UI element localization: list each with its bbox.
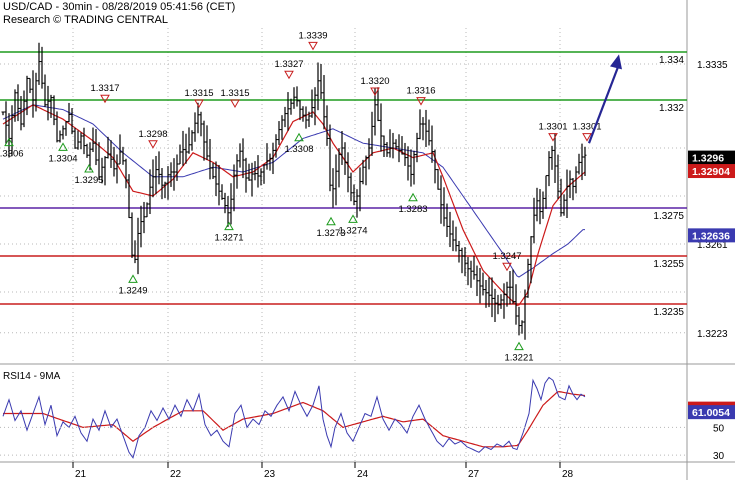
time-tick-label: 27 <box>468 469 480 480</box>
rsi-line <box>2 376 586 459</box>
trough-marker <box>514 341 524 351</box>
peak-label: 1.3301 <box>538 122 567 133</box>
time-tick-label: 24 <box>357 469 369 480</box>
price-badge-label: 1.32636 <box>692 230 730 242</box>
rsi-title: RSI14 - 9MA <box>3 371 61 382</box>
pivot-label: 1.3275 <box>653 211 684 222</box>
peak-label: 1.3327 <box>274 59 303 70</box>
time-tick-label: 23 <box>264 469 276 480</box>
peak-label: 1.3339 <box>298 30 327 41</box>
projection-arrow-shaft <box>587 64 621 144</box>
peak-label: 1.3247 <box>492 251 521 262</box>
peak-label: 1.3315 <box>184 88 213 99</box>
peak-label: 1.3298 <box>138 129 167 140</box>
trough-marker <box>294 132 304 142</box>
peak-marker <box>284 70 294 80</box>
trough-label: 1.3273 <box>316 228 345 239</box>
peak-marker <box>370 87 380 97</box>
peak-marker <box>148 140 158 149</box>
price-badge-label: 1.32904 <box>692 166 730 178</box>
trough-label: 1.3308 <box>284 144 313 155</box>
time-tick-label: 28 <box>562 469 574 480</box>
time-tick-label: 21 <box>75 469 87 480</box>
trough-label: 1.3249 <box>118 285 147 296</box>
time-tick-label: 22 <box>170 469 182 480</box>
trough-label: 1.3271 <box>214 233 243 244</box>
peak-marker <box>416 97 426 106</box>
price-badge <box>688 228 735 243</box>
trough-label: 1.3295 <box>74 175 103 186</box>
trough-marker <box>408 192 418 202</box>
trough-marker <box>348 214 358 223</box>
support-label: 1.3255 <box>653 259 684 270</box>
trough-label: 1.3306 <box>0 149 24 160</box>
chart-title: USD/CAD - 30min - 08/28/2019 05:41:56 (C… <box>3 1 236 13</box>
trough-label: 1.3221 <box>504 353 533 364</box>
price-tick-label: 1.3335 <box>697 60 728 71</box>
annotations: 1.3339 1.3327 1.3320 1.3317 1.3315 1.3315 1.33… <box>0 30 602 363</box>
slow-moving-average <box>2 104 585 278</box>
peak-marker <box>502 262 512 272</box>
price-badge <box>688 164 735 179</box>
peak-marker <box>548 133 558 142</box>
peak-label: 1.3317 <box>90 83 119 94</box>
rsi-tick-label: 30 <box>713 451 725 462</box>
fast-moving-average <box>2 104 586 307</box>
peak-label: 1.3316 <box>406 86 435 97</box>
resistance-label: 1.332 <box>659 103 684 114</box>
levels: 1.334 1.332 1.3275 1.3255 1.3235 <box>0 51 687 318</box>
peak-label: 1.3301 <box>572 122 601 133</box>
support-label: 1.3235 <box>653 307 684 318</box>
peak-label: 1.3315 <box>220 88 249 99</box>
price-tick-label: 1.3261 <box>697 240 728 251</box>
rsi-tick-label: 50 <box>713 423 725 434</box>
resistance-label: 1.334 <box>659 55 684 66</box>
peak-marker <box>582 133 592 142</box>
trough-label: 1.3283 <box>398 204 427 215</box>
peak-label: 1.3320 <box>360 76 389 87</box>
rsi-moving-average <box>3 390 586 448</box>
trough-label: 1.3304 <box>48 153 77 164</box>
peak-marker <box>100 94 110 104</box>
projection-arrow-head <box>610 54 622 70</box>
trough-marker <box>58 142 68 151</box>
peak-marker <box>308 41 318 51</box>
trough-marker <box>326 216 336 226</box>
trough-marker <box>4 137 14 147</box>
trough-marker <box>84 163 94 173</box>
trough-marker <box>128 274 138 283</box>
chart-subtitle: Research © TRADING CENTRAL <box>3 14 168 26</box>
trough-marker <box>224 221 234 231</box>
price-tick-label: 1.3223 <box>697 329 728 340</box>
rsi-badge-label: 61.0054 <box>692 407 730 419</box>
trough-label: 1.3274 <box>338 225 367 236</box>
price-badge <box>688 150 735 165</box>
price-badge-label: 1.3296 <box>692 153 724 165</box>
peak-marker <box>230 99 240 109</box>
rsi-badge <box>688 405 735 420</box>
peak-marker <box>194 99 204 109</box>
price-bars <box>1 42 587 340</box>
